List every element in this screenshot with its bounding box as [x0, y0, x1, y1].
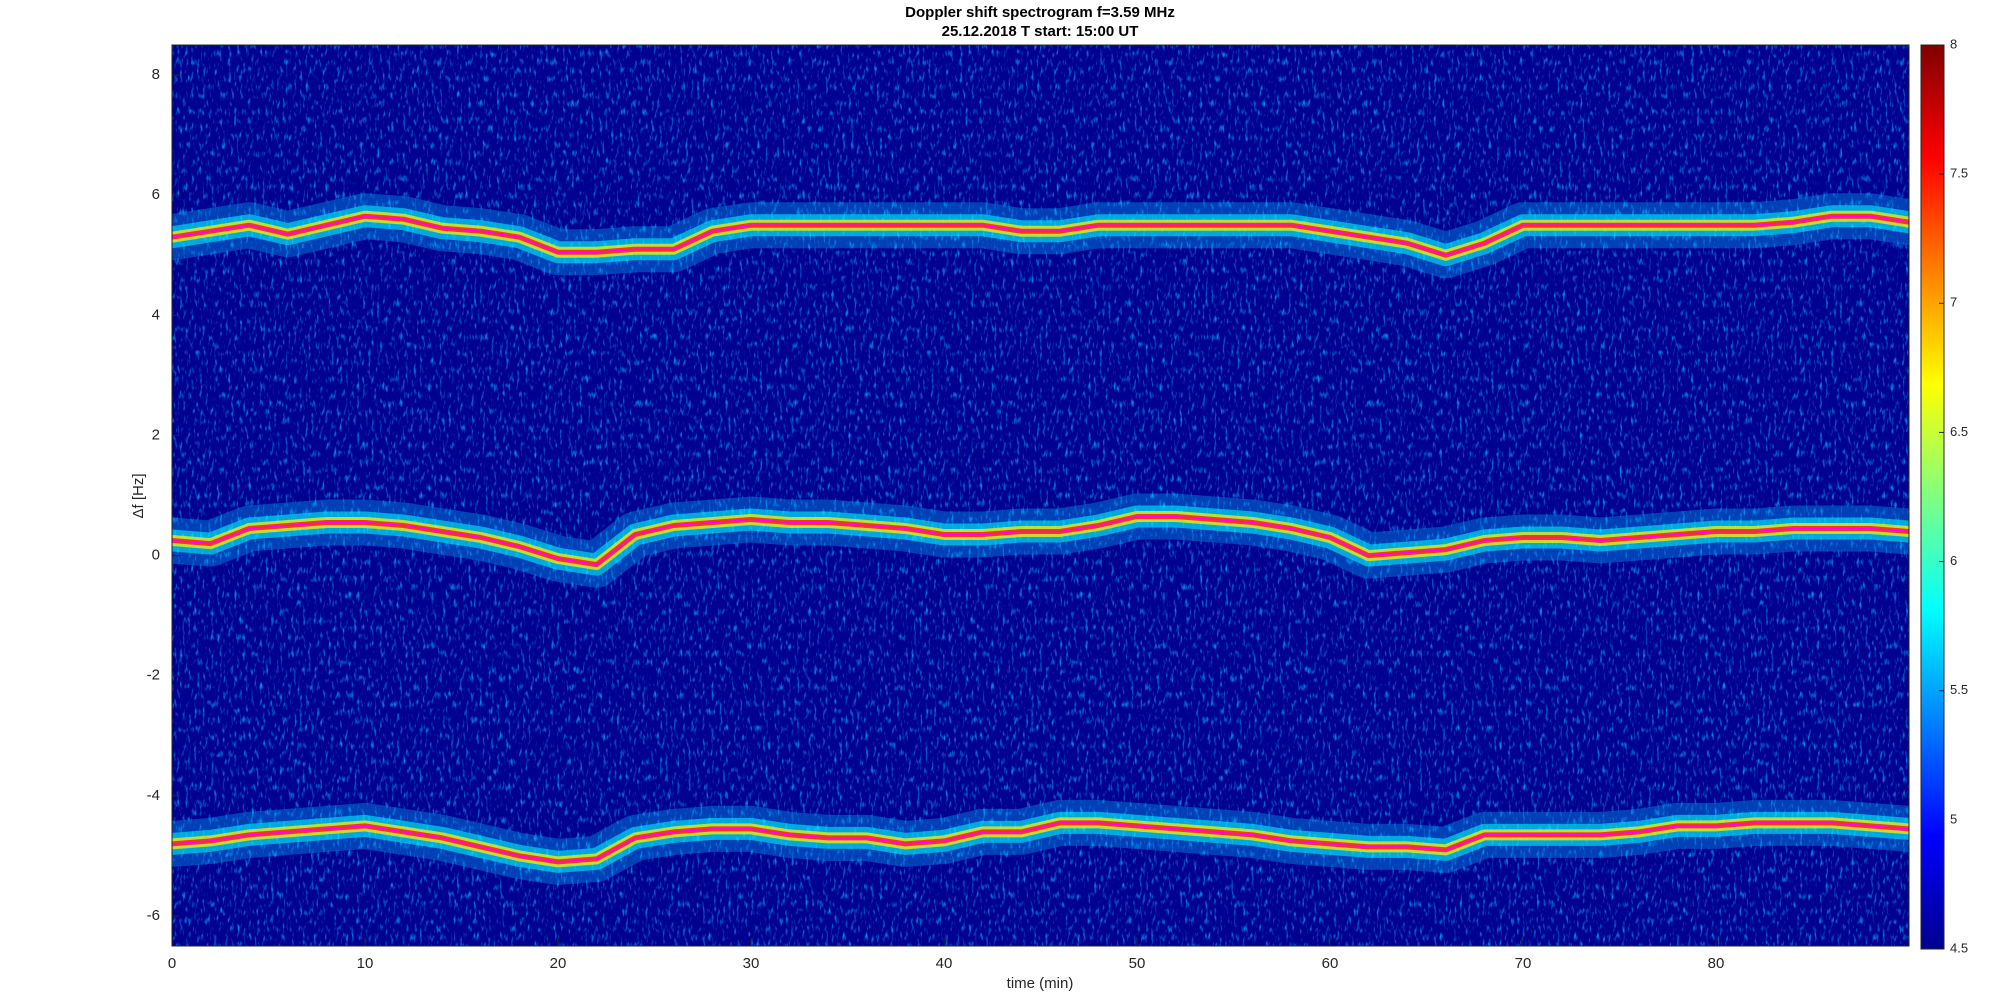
colorbar-tick-label: 6.5	[1950, 424, 1968, 439]
y-tick-label: 4	[152, 306, 160, 323]
x-tick-label: 30	[743, 955, 760, 972]
x-tick-label: 40	[936, 955, 953, 972]
y-tick-label: 8	[152, 66, 160, 83]
y-axis-label: Δf [Hz]	[130, 473, 147, 518]
x-axis-label: time (min)	[1007, 975, 1074, 992]
doppler-trace	[172, 515, 1909, 566]
x-tick-label: 80	[1708, 955, 1725, 972]
y-tick-label: 0	[152, 547, 160, 564]
colorbar-tick-label: 7	[1950, 295, 1957, 310]
x-tick-label: 50	[1129, 955, 1146, 972]
noise-texture	[172, 45, 1909, 946]
colorbar-tick-label: 5.5	[1950, 682, 1968, 697]
y-tick-label: 2	[152, 426, 160, 443]
y-tick-label: -6	[147, 907, 160, 924]
colorbar-tick-label: 8	[1950, 36, 1957, 51]
colorbar-tick-label: 5	[1950, 811, 1957, 826]
x-tick-label: 70	[1515, 955, 1532, 972]
x-tick-label: 60	[1322, 955, 1339, 972]
x-tick-label: 10	[357, 955, 374, 972]
x-tick-label: 20	[550, 955, 567, 972]
y-tick-label: 6	[152, 186, 160, 203]
plot-frame	[171, 44, 1910, 947]
colorbar-tick-label: 6	[1950, 553, 1957, 568]
y-tick-label: -2	[147, 667, 160, 684]
doppler-trace	[172, 215, 1909, 256]
colorbar-tick-label: 7.5	[1950, 166, 1968, 181]
plot-area	[172, 193, 1909, 885]
doppler-trace	[172, 822, 1909, 863]
chart-title: Doppler shift spectrogram f=3.59 MHz	[905, 4, 1175, 21]
colorbar-tick-label: 4.5	[1950, 940, 1968, 955]
chart-subtitle: 25.12.2018 T start: 15:00 UT	[942, 23, 1139, 40]
x-tick-label: 0	[168, 955, 176, 972]
y-tick-label: -4	[147, 787, 160, 804]
colorbar	[1920, 44, 1945, 950]
